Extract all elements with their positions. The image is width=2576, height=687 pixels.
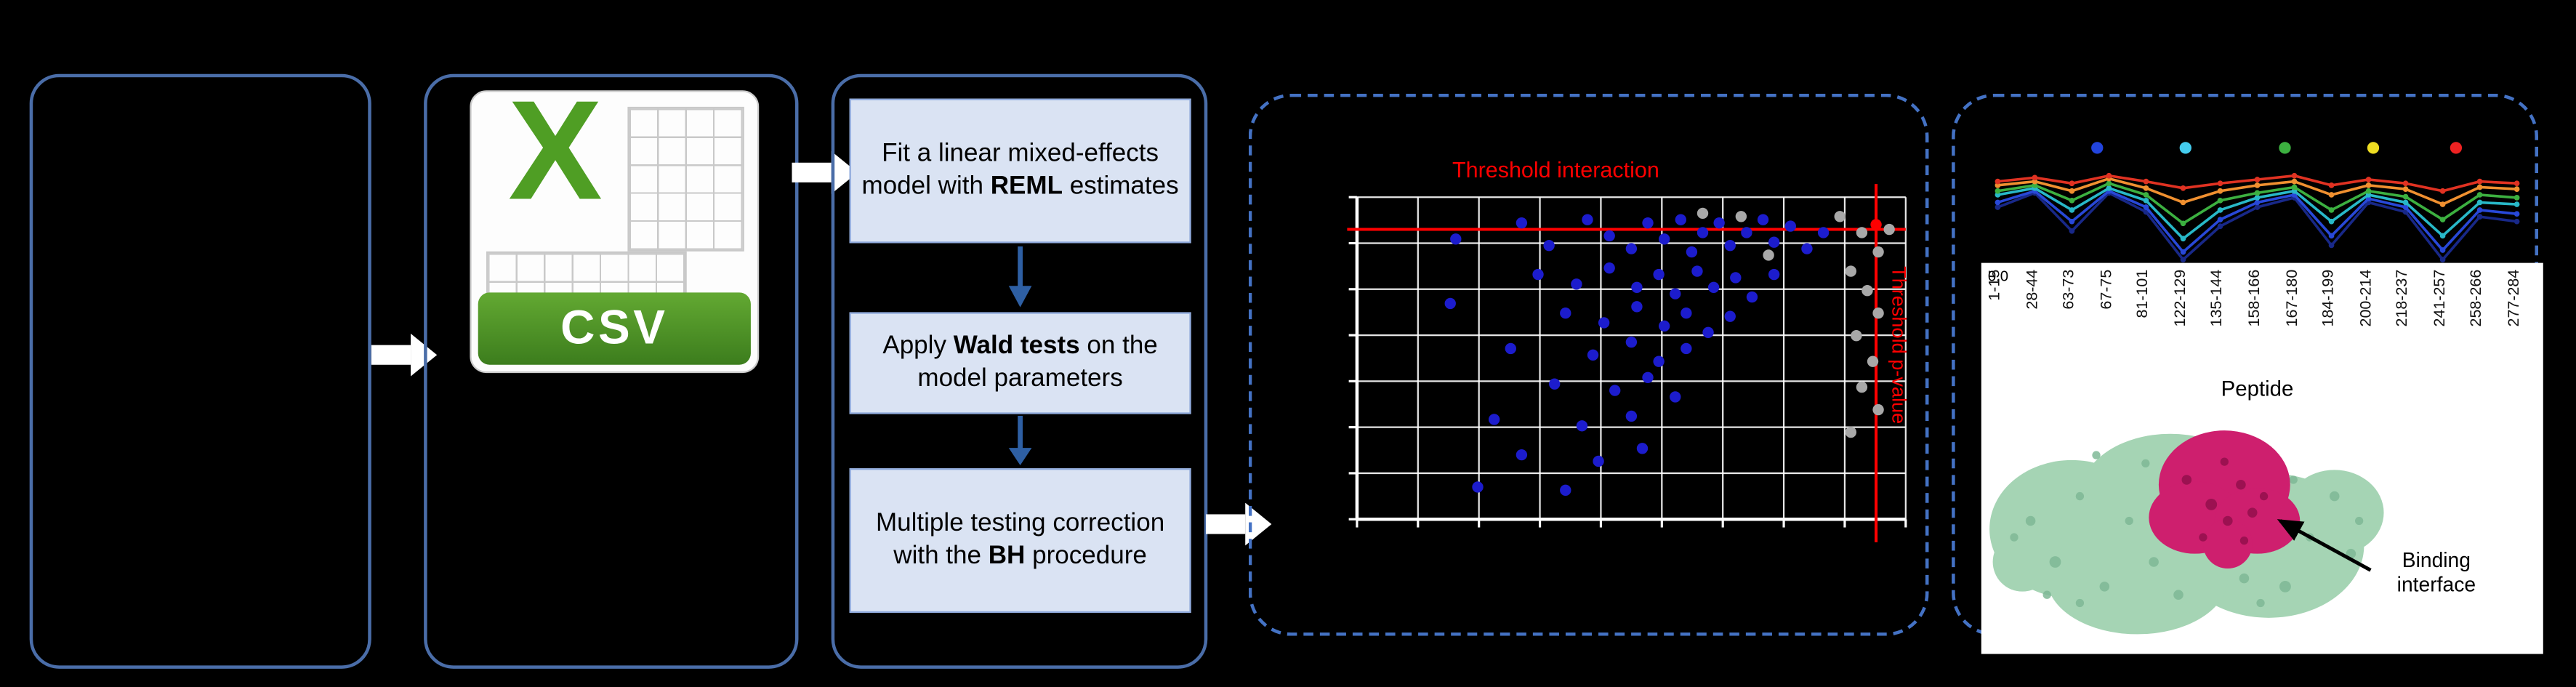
condition-marker-dot xyxy=(2450,142,2463,154)
y-axis-tick-label: 0.0 xyxy=(1987,268,2009,285)
condition-marker-dot xyxy=(2279,142,2291,154)
peptide-tick-label: 167-180 xyxy=(2282,269,2301,327)
binding-interface-arrow xyxy=(2277,519,2372,572)
peptide-tick-label: 135-144 xyxy=(2208,269,2227,327)
down-arrow-icon xyxy=(1008,246,1032,308)
binding-interface-region xyxy=(2149,430,2301,569)
threshold-interaction-label: Threshold interaction xyxy=(1452,158,1659,182)
peptide-uptake-chart xyxy=(1995,142,2520,262)
panel-input xyxy=(29,73,371,669)
binding-interface-label: Binding interface xyxy=(2396,548,2476,597)
peptide-tick-label: 200-214 xyxy=(2356,269,2375,327)
condition-marker-dot xyxy=(2367,142,2380,154)
step-box-bh-text: Multiple testing correction with the BH … xyxy=(875,510,1165,571)
down-arrow-icon xyxy=(1008,415,1032,466)
excel-x-logo: X xyxy=(508,72,603,230)
flow-arrow-right-icon xyxy=(792,150,858,194)
condition-marker-dot xyxy=(2179,142,2191,154)
peptide-tick-label: 158-166 xyxy=(2245,269,2264,327)
peptide-tick-label: 67-75 xyxy=(2097,269,2116,310)
step-box-wald: Apply Wald tests on the model parameters xyxy=(849,312,1191,414)
peptide-tick-label: 184-199 xyxy=(2319,269,2338,327)
peptide-tick-label: 277-284 xyxy=(2505,269,2524,327)
step-box-reml: Fit a linear mixed-effects model with RE… xyxy=(849,98,1191,244)
panel-model xyxy=(831,73,1208,669)
threshold-pvalue-label: Threshold p-value xyxy=(1888,266,1911,424)
peptide-tick-label: 81-101 xyxy=(2134,269,2153,318)
peptide-tick-label: 122-129 xyxy=(2171,269,2190,327)
peptide-tick-label: 63-73 xyxy=(2060,269,2079,310)
step-box-reml-text: Fit a linear mixed-effects model with RE… xyxy=(861,140,1179,201)
peptide-tick-label: 258-266 xyxy=(2468,269,2487,327)
csv-file-icon: X CSV xyxy=(470,72,760,374)
peptide-tick-label: 241-257 xyxy=(2431,269,2450,327)
protein-structure-image xyxy=(1989,430,2384,635)
binding-interface-texture xyxy=(2181,457,2269,545)
csv-grid-cells xyxy=(627,106,744,252)
step-box-bh: Multiple testing correction with the BH … xyxy=(849,468,1191,614)
panel-csv xyxy=(424,73,799,669)
peptide-axis-labels: 1-15 28-44 63-73 67-75 81-101 122-129 135-144 1… xyxy=(1981,266,2533,374)
peptide-tick-label: 28-44 xyxy=(2023,269,2042,310)
peptide-tick-label: 218-237 xyxy=(2394,269,2412,327)
panel-volcano xyxy=(1248,93,1929,636)
volcano-plot: Threshold interaction Threshold p-value xyxy=(1347,158,1911,542)
peptide-tick-label: 1-15 xyxy=(1986,269,2005,301)
peptide-axis-title: Peptide xyxy=(2221,376,2294,401)
step-box-wald-text: Apply Wald tests on the model parameters xyxy=(882,332,1158,393)
csv-banner-label: CSV xyxy=(478,292,751,365)
condition-marker-dot xyxy=(2091,142,2104,154)
